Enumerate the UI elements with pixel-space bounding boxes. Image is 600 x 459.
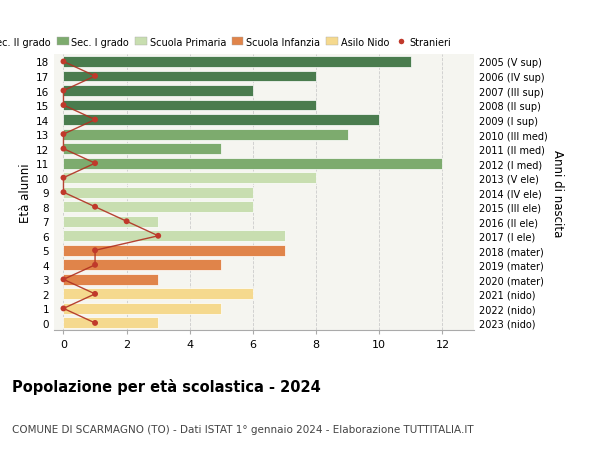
Bar (64, 158, 442, 169)
Point (59, 276, 68, 283)
Point (59, 102, 68, 110)
Bar (64, 202, 253, 213)
Point (90, 291, 100, 298)
Bar (64, 303, 221, 314)
Point (154, 233, 163, 240)
Bar (64, 57, 411, 68)
Text: Popolazione per età scolastica - 2024: Popolazione per età scolastica - 2024 (12, 379, 321, 395)
Bar (64, 274, 158, 285)
Bar (64, 115, 379, 126)
Legend: Sec. II grado, Sec. I grado, Scuola Primaria, Scuola Infanzia, Asilo Nido, Stran: Sec. II grado, Sec. I grado, Scuola Prim… (0, 38, 451, 47)
Point (59, 189, 68, 196)
Y-axis label: Età alunni: Età alunni (19, 163, 32, 223)
Text: COMUNE DI SCARMAGNO (TO) - Dati ISTAT 1° gennaio 2024 - Elaborazione TUTTITALIA.: COMUNE DI SCARMAGNO (TO) - Dati ISTAT 1°… (12, 425, 473, 435)
Bar (64, 216, 158, 227)
Point (59, 59, 68, 66)
Bar (64, 318, 158, 329)
Point (59, 305, 68, 313)
Bar (64, 245, 284, 256)
Point (59, 174, 68, 182)
Point (90, 160, 100, 168)
Bar (64, 144, 221, 155)
Bar (64, 260, 221, 271)
Point (59, 131, 68, 139)
Bar (64, 289, 253, 300)
Bar (64, 173, 316, 184)
Point (59, 146, 68, 153)
Point (90, 117, 100, 124)
Bar (64, 101, 316, 111)
Bar (64, 129, 347, 140)
Point (59, 88, 68, 95)
Point (90, 262, 100, 269)
Bar (64, 231, 284, 242)
Point (90, 319, 100, 327)
Bar (64, 187, 253, 198)
Point (90, 204, 100, 211)
Point (90, 247, 100, 254)
Point (90, 73, 100, 80)
Bar (64, 86, 253, 97)
Point (122, 218, 131, 225)
Bar (64, 72, 316, 82)
Y-axis label: Anni di nascita: Anni di nascita (551, 149, 564, 236)
